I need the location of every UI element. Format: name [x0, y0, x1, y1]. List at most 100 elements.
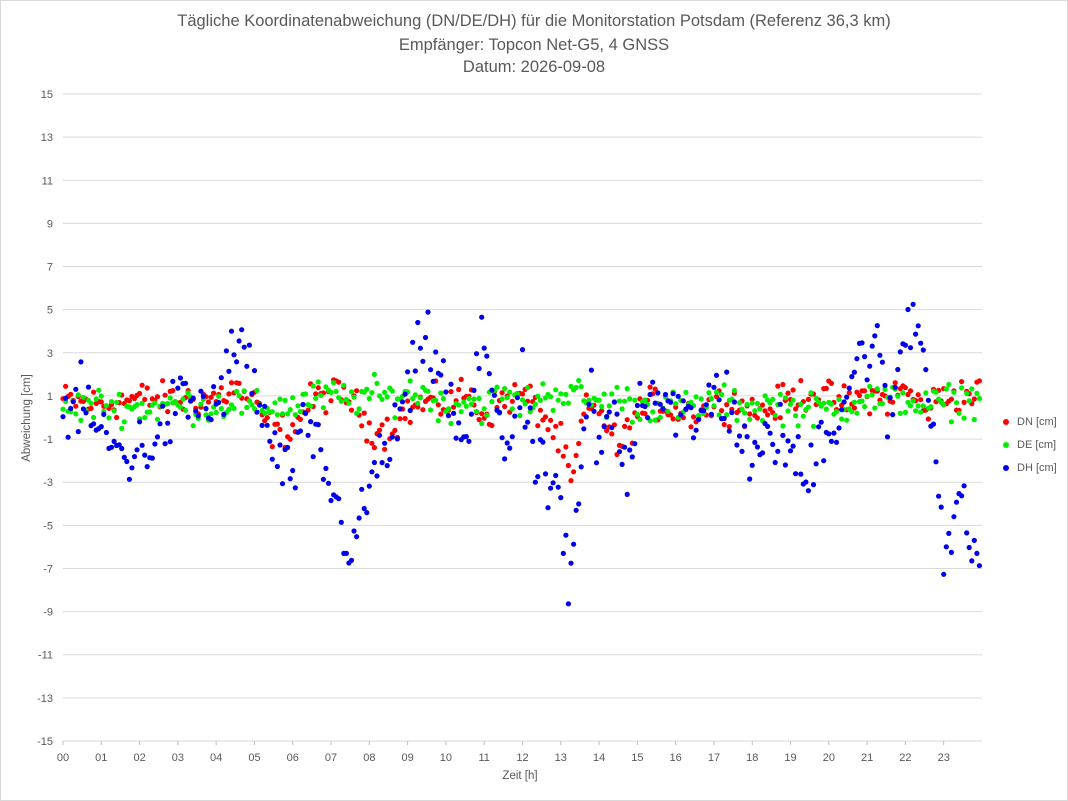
data-point — [833, 439, 840, 445]
data-point — [471, 396, 477, 402]
x-tick-label: 15 — [631, 752, 643, 764]
legend-marker-dn — [1003, 418, 1009, 425]
data-point — [782, 395, 789, 401]
data-point — [213, 409, 219, 416]
data-point — [634, 411, 641, 417]
data-point — [476, 416, 482, 423]
data-point — [869, 343, 875, 349]
data-point — [668, 399, 674, 405]
data-point — [379, 396, 385, 402]
data-point — [652, 400, 658, 406]
data-point — [223, 399, 229, 405]
data-point — [568, 560, 574, 566]
data-point — [923, 367, 929, 373]
data-point — [813, 395, 819, 402]
data-point — [170, 388, 176, 394]
data-point — [721, 421, 727, 428]
data-point — [410, 396, 416, 402]
data-point — [177, 404, 183, 410]
data-point — [974, 550, 980, 557]
data-point — [313, 391, 319, 397]
data-point — [476, 365, 482, 372]
y-tick-label: 5 — [47, 305, 53, 317]
data-point — [369, 440, 375, 446]
data-point — [959, 493, 965, 499]
data-point — [129, 465, 135, 471]
data-point — [274, 463, 280, 470]
x-tick-label: 05 — [248, 752, 260, 764]
data-point — [736, 400, 743, 406]
data-point — [392, 427, 398, 433]
data-point — [228, 328, 235, 334]
data-point — [287, 407, 293, 413]
data-point — [517, 405, 523, 411]
data-point — [918, 409, 924, 415]
data-point — [305, 432, 311, 438]
data-point — [823, 385, 829, 391]
data-point — [91, 414, 97, 421]
data-point — [545, 427, 551, 433]
data-point — [915, 323, 921, 329]
data-point — [116, 442, 122, 448]
data-point — [236, 338, 242, 344]
data-point — [657, 401, 663, 407]
data-point — [244, 363, 250, 369]
data-point — [98, 424, 104, 430]
data-point — [851, 405, 858, 411]
data-point — [269, 456, 275, 462]
data-point — [550, 407, 556, 413]
data-point — [961, 399, 967, 405]
data-point — [627, 396, 633, 402]
data-point — [290, 467, 296, 474]
data-point — [231, 405, 237, 411]
data-point — [328, 389, 334, 395]
data-point — [862, 354, 868, 360]
data-point — [790, 397, 796, 403]
data-point — [619, 406, 625, 412]
data-point — [131, 454, 138, 460]
x-tick-label: 16 — [670, 752, 682, 764]
data-point — [831, 430, 837, 436]
data-point — [731, 399, 738, 405]
data-point — [688, 405, 694, 411]
data-point — [121, 454, 127, 460]
data-point — [826, 431, 832, 437]
data-point — [354, 410, 360, 416]
data-point — [361, 505, 367, 512]
data-point — [757, 406, 763, 412]
data-point — [568, 478, 574, 484]
data-point — [331, 380, 337, 386]
data-point — [267, 438, 273, 444]
data-point — [943, 386, 949, 392]
data-point — [775, 448, 781, 454]
data-point — [956, 410, 962, 416]
data-point — [246, 398, 252, 404]
data-point — [216, 393, 222, 399]
data-point — [601, 391, 607, 397]
data-point — [272, 400, 278, 406]
x-tick-label: 02 — [133, 752, 145, 764]
data-point — [509, 434, 515, 440]
data-point — [849, 374, 855, 380]
data-point — [481, 345, 487, 351]
data-point — [530, 438, 536, 444]
data-point — [479, 314, 485, 320]
data-point — [435, 418, 441, 424]
data-point — [573, 384, 579, 391]
data-point — [708, 411, 715, 417]
data-point — [632, 397, 638, 403]
data-point — [882, 386, 888, 393]
data-point — [650, 379, 656, 385]
data-point — [348, 407, 355, 413]
data-point — [397, 416, 403, 422]
data-point — [744, 434, 750, 440]
data-point — [890, 399, 896, 405]
data-point — [734, 417, 740, 423]
data-point — [535, 474, 541, 480]
data-point — [777, 401, 783, 407]
data-point — [923, 390, 929, 396]
data-point — [777, 391, 783, 397]
data-point — [308, 419, 314, 425]
data-point — [787, 448, 794, 454]
data-point — [369, 469, 375, 475]
